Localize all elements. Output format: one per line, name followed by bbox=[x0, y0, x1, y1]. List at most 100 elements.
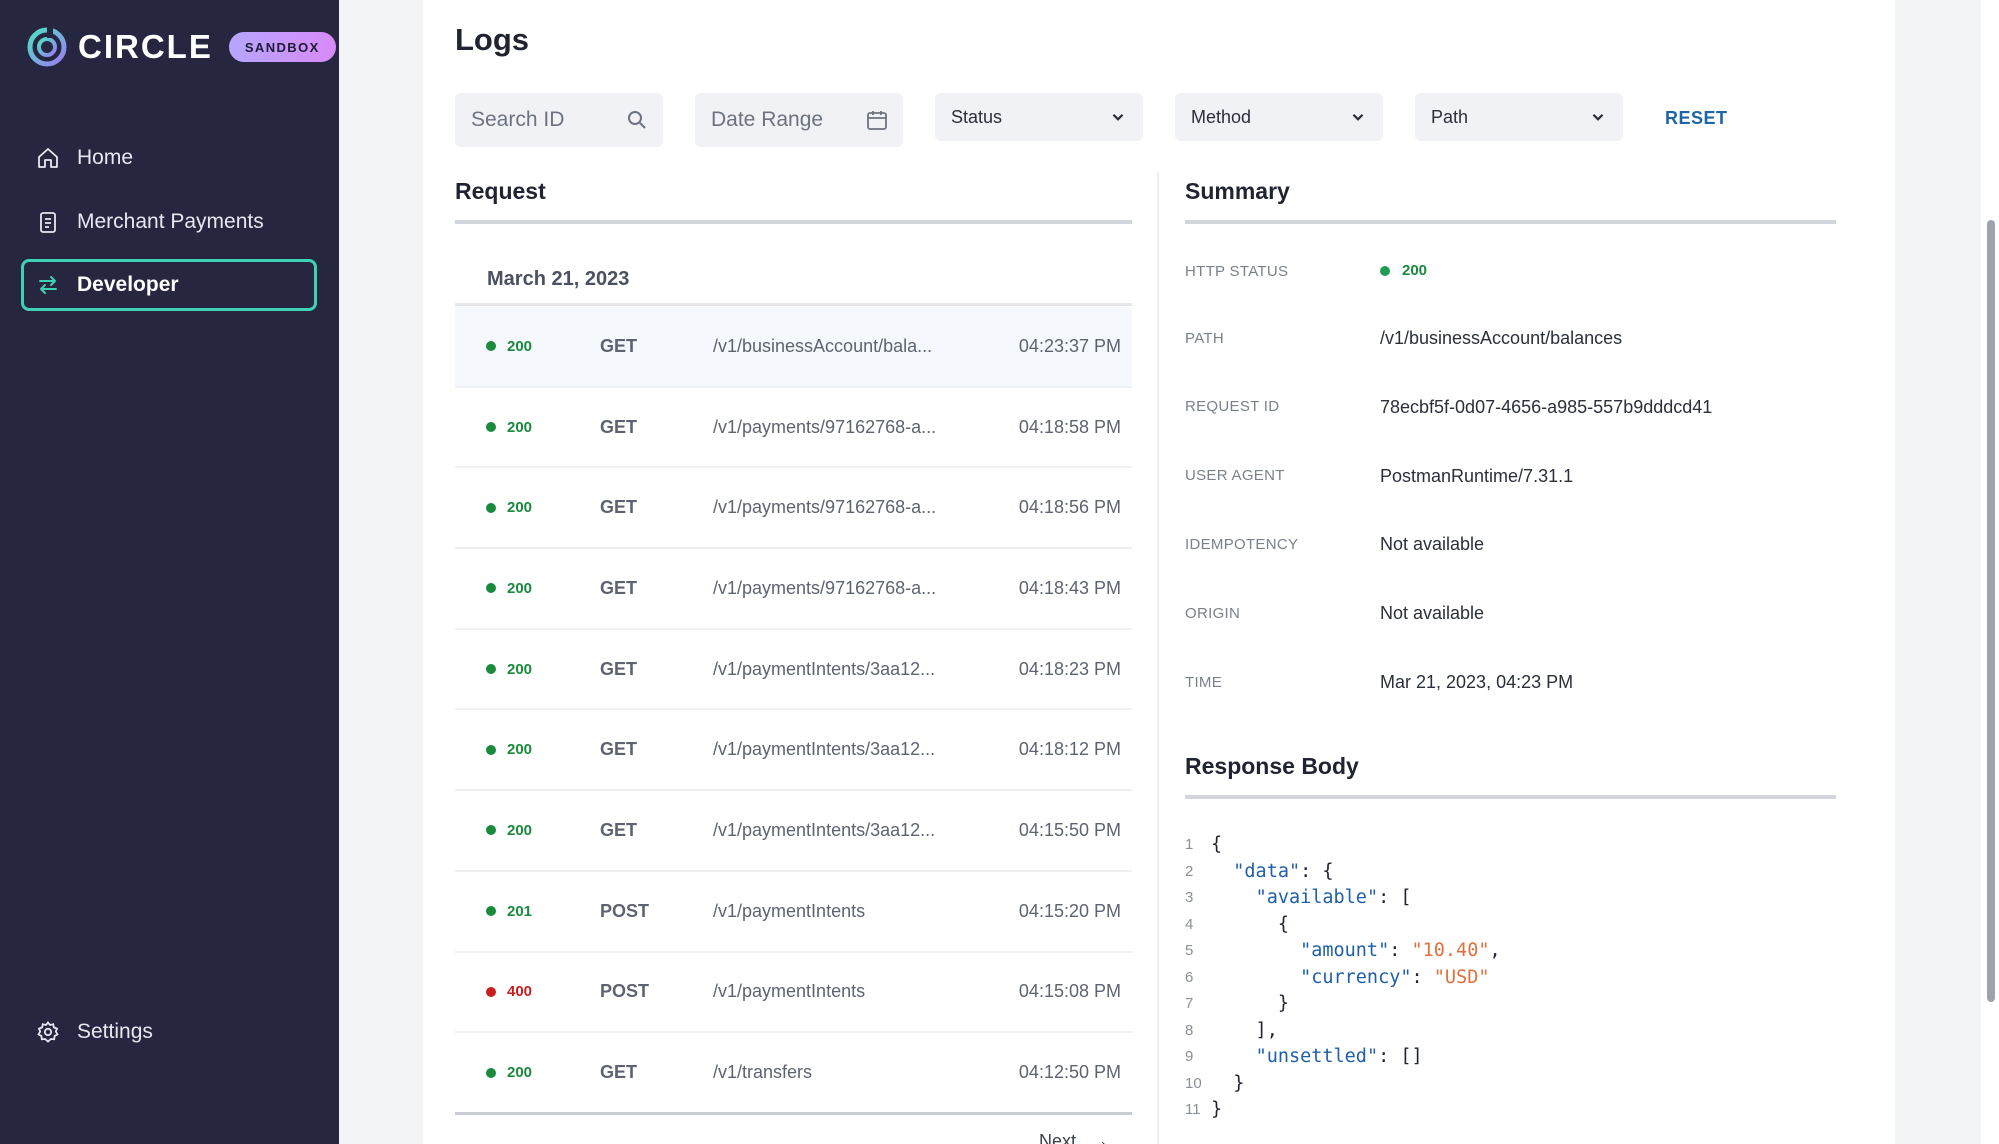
date-divider bbox=[455, 303, 1132, 306]
row-method: POST bbox=[600, 981, 650, 1002]
status-dot-icon bbox=[486, 422, 496, 433]
idempotency-label: IDEMPOTENCY bbox=[1185, 536, 1299, 553]
table-row[interactable]: 201 POST/v1/paymentIntents 04:15:20 PM bbox=[455, 872, 1132, 953]
code-text: "unsettled": [] bbox=[1211, 1044, 1423, 1071]
column-divider bbox=[1157, 172, 1159, 1144]
date-range-input[interactable]: Date Range bbox=[695, 93, 903, 147]
origin-label: ORIGIN bbox=[1185, 605, 1241, 622]
code-text: } bbox=[1211, 991, 1289, 1018]
row-path: /v1/transfers bbox=[713, 1062, 813, 1083]
sidebar-item-home[interactable]: Home bbox=[21, 132, 317, 184]
page-scrollbar[interactable] bbox=[1981, 0, 1999, 1144]
response-body-code: 1{2 "data": {3 "available": [4 {5 "amoun… bbox=[1185, 832, 1501, 1124]
row-status-code: 200 bbox=[507, 821, 533, 839]
line-number: 6 bbox=[1185, 968, 1194, 986]
reset-button[interactable]: RESET bbox=[1665, 108, 1728, 128]
table-row[interactable]: 400 POST/v1/paymentIntents 04:15:08 PM bbox=[455, 953, 1132, 1034]
row-method: GET bbox=[600, 739, 638, 760]
row-path: /v1/businessAccount/bala... bbox=[713, 335, 933, 356]
user-agent-value: PostmanRuntime/7.31.1 bbox=[1380, 466, 1574, 486]
method-select-value: Method bbox=[1191, 106, 1252, 127]
request-heading: Request bbox=[455, 178, 546, 204]
status-select-value: Status bbox=[951, 106, 1003, 127]
scrollbar-thumb[interactable] bbox=[1987, 220, 1995, 1002]
path-label: PATH bbox=[1185, 330, 1224, 347]
table-row[interactable]: 200 GET/v1/payments/97162768-a... 04:18:56… bbox=[455, 468, 1132, 550]
row-method: GET bbox=[600, 1062, 638, 1083]
sidebar-item-developer[interactable]: Developer bbox=[21, 259, 317, 311]
line-number: 9 bbox=[1185, 1048, 1194, 1065]
brand[interactable]: CIRCLE SANDBOX bbox=[26, 26, 336, 68]
idempotency-value: Not available bbox=[1380, 534, 1485, 554]
line-number: 7 bbox=[1185, 995, 1194, 1012]
table-row[interactable]: 200 GET/v1/paymentIntents/3aa12... 04:15:5… bbox=[455, 791, 1132, 872]
next-page-button[interactable]: Next → bbox=[1039, 1128, 1110, 1144]
code-text: "currency": "USD" bbox=[1211, 965, 1489, 992]
code-token bbox=[1211, 1046, 1256, 1067]
code-text: "amount": "10.40", bbox=[1211, 938, 1501, 965]
code-token: : [] bbox=[1378, 1046, 1423, 1067]
http-status-value: 200 bbox=[1380, 262, 1427, 279]
row-status-code: 200 bbox=[507, 660, 533, 678]
code-token: : bbox=[1411, 966, 1434, 988]
table-row[interactable]: 200 GET/v1/paymentIntents/3aa12... 04:18:2… bbox=[455, 630, 1132, 711]
row-path: /v1/paymentIntents bbox=[713, 900, 866, 921]
swap-arrows-icon bbox=[35, 272, 61, 298]
code-token: "currency" bbox=[1300, 966, 1412, 988]
row-time: 04:15:50 PM bbox=[1018, 819, 1121, 840]
row-time: 04:18:12 PM bbox=[1018, 739, 1121, 760]
code-line: 4 { bbox=[1185, 912, 1501, 939]
table-row[interactable]: 200 GET/v1/businessAccount/bala... 04:23:3… bbox=[455, 307, 1132, 388]
line-number: 11 bbox=[1185, 1101, 1201, 1118]
row-path: /v1/payments/97162768-a... bbox=[713, 416, 937, 437]
code-token: { bbox=[1211, 913, 1289, 935]
line-number: 5 bbox=[1185, 942, 1194, 959]
code-line: 11} bbox=[1185, 1097, 1501, 1124]
code-line: 6 "currency": "USD" bbox=[1185, 965, 1501, 992]
code-line: 3 "available": [ bbox=[1185, 885, 1501, 912]
row-status-code: 200 bbox=[507, 337, 533, 355]
response-body-heading: Response Body bbox=[1185, 753, 1359, 779]
status-dot-icon bbox=[486, 664, 496, 675]
row-method: GET bbox=[600, 819, 638, 840]
code-text: "data": { bbox=[1211, 859, 1333, 886]
row-status-code: 200 bbox=[507, 418, 533, 436]
calendar-icon bbox=[867, 111, 887, 130]
list-bottom-rule bbox=[455, 1112, 1132, 1115]
row-status-code: 400 bbox=[507, 983, 533, 1001]
search-input[interactable]: Search ID bbox=[455, 93, 663, 147]
table-row[interactable]: 200 GET/v1/payments/97162768-a... 04:18:43… bbox=[455, 549, 1132, 630]
table-row[interactable]: 200 GET/v1/payments/97162768-a... 04:18:58… bbox=[455, 388, 1132, 469]
method-select[interactable]: Method bbox=[1175, 93, 1383, 141]
row-time: 04:23:37 PM bbox=[1018, 335, 1121, 356]
row-path: /v1/payments/97162768-a... bbox=[713, 577, 937, 598]
sidebar-item-settings[interactable]: Settings bbox=[21, 1006, 317, 1058]
code-line: 2 "data": { bbox=[1185, 859, 1501, 886]
code-text: } bbox=[1211, 1071, 1244, 1098]
code-token bbox=[1211, 940, 1300, 961]
table-row[interactable]: 200 GET/v1/transfers 04:12:50 PM bbox=[455, 1033, 1132, 1114]
code-token: { bbox=[1211, 834, 1223, 855]
code-token: "data" bbox=[1233, 860, 1301, 882]
sidebar-item-merchant-payments[interactable]: Merchant Payments bbox=[21, 196, 317, 248]
circle-logo-icon bbox=[27, 26, 67, 67]
sidebar-item-label: Settings bbox=[77, 1020, 153, 1043]
gear-icon bbox=[35, 1019, 61, 1045]
code-line: 8 ], bbox=[1185, 1018, 1501, 1045]
request-list: 200 GET/v1/businessAccount/bala... 04:23:3… bbox=[455, 307, 1132, 1114]
request-id-value: 78ecbf5f-0d07-4656-a985-557b9dddcd41 bbox=[1380, 397, 1713, 417]
http-status-label: HTTP STATUS bbox=[1185, 263, 1289, 280]
code-token: : bbox=[1389, 940, 1412, 961]
code-token: "USD" bbox=[1433, 966, 1490, 988]
code-token: "unsettled" bbox=[1255, 1046, 1379, 1067]
row-time: 04:12:50 PM bbox=[1018, 1062, 1121, 1083]
sidebar-item-label: Developer bbox=[77, 273, 179, 296]
row-time: 04:18:23 PM bbox=[1018, 658, 1121, 679]
table-row[interactable]: 200 GET/v1/paymentIntents/3aa12... 04:18:1… bbox=[455, 710, 1132, 792]
code-text: { bbox=[1211, 912, 1289, 939]
path-select[interactable]: Path bbox=[1415, 93, 1623, 141]
status-select[interactable]: Status bbox=[935, 93, 1143, 141]
row-path: /v1/payments/97162768-a... bbox=[713, 497, 937, 518]
row-method: GET bbox=[600, 577, 638, 598]
path-select-value: Path bbox=[1431, 106, 1469, 127]
